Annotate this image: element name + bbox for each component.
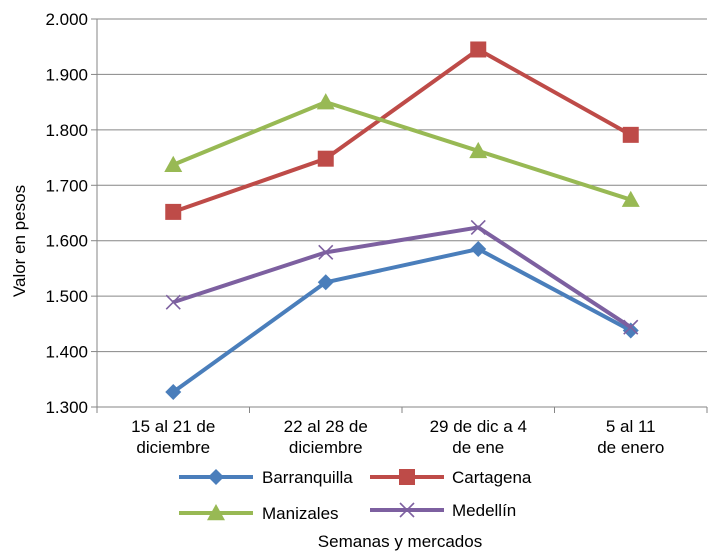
gridlines: [97, 18, 707, 408]
legend-marker: [399, 469, 415, 485]
data-point-manizales: [621, 190, 640, 207]
legend-label: Barranquilla: [262, 468, 353, 487]
x-marker-stroke: [399, 502, 415, 518]
legend-marker: [208, 469, 224, 485]
data-point-medell-n: [470, 219, 486, 235]
series-line-medell-n: [172, 225, 632, 329]
series-line-barranquilla: [172, 247, 632, 394]
legend-label: Manizales: [262, 504, 339, 523]
x-marker-stroke: [623, 319, 639, 335]
y-tick-label: 1.600: [45, 232, 88, 251]
series-line-manizales: [172, 100, 632, 202]
legend-item-cartagena: Cartagena: [370, 468, 532, 487]
x-tick-label: 29 de dic a 4 de ene: [430, 417, 527, 457]
x-tick-label: 22 al 28 de diciembre: [284, 417, 368, 457]
data-point-cartagena: [165, 203, 182, 220]
y-tick-labels: 1.300 1.400 1.500 1.600 1.700 1.800 1.900 2.000: [45, 10, 88, 417]
x-tick-label: 5 al 11 de enero: [597, 417, 664, 457]
y-tick-label: 1.700: [45, 176, 88, 195]
y-axis-label: Valor en pesos: [10, 185, 29, 297]
data-point-medell-n: [318, 244, 334, 260]
x-marker-stroke: [165, 294, 181, 310]
data-point-medell-n: [165, 294, 181, 310]
y-tick-label: 1.400: [45, 343, 88, 362]
x-tick-labels: 15 al 21 de diciembre 22 al 28 de diciembre…: [131, 417, 664, 457]
x-marker-stroke: [318, 244, 334, 260]
x-tick-label: 15 al 21 de diciembre: [131, 417, 215, 457]
y-tick-label: 1.300: [45, 398, 88, 417]
legend-label: Medellín: [452, 501, 516, 520]
x-marker-stroke: [470, 219, 486, 235]
legend-item-manizales: Manizales: [179, 504, 339, 523]
data-point-manizales: [316, 93, 335, 110]
data-point-medell-n: [623, 319, 639, 335]
y-tick-label: 1.900: [45, 65, 88, 84]
legend-label: Cartagena: [452, 468, 532, 487]
data-point-cartagena: [317, 150, 334, 167]
data-point-manizales: [469, 141, 488, 159]
legend-marker: [207, 504, 225, 521]
data-point-barranquilla: [470, 241, 487, 258]
series-line-cartagena: [172, 47, 632, 214]
axes: [91, 18, 708, 413]
y-tick-label: 1.500: [45, 287, 88, 306]
legend-item-barranquilla: Barranquilla: [179, 468, 353, 487]
legend: Barranquilla Cartagena Manizales Medellín: [179, 468, 532, 523]
data-point-manizales: [164, 155, 183, 172]
data-point-barranquilla: [165, 384, 182, 401]
y-tick-label: 1.800: [45, 121, 88, 140]
data-point-cartagena: [470, 41, 487, 58]
data-point-cartagena: [622, 126, 639, 143]
x-axis-label: Semanas y mercados: [318, 532, 482, 551]
legend-item-medell-n: Medellín: [370, 501, 516, 520]
y-tick-label: 2.000: [45, 10, 88, 29]
series-layer: [164, 41, 640, 401]
data-point-barranquilla: [317, 274, 334, 291]
legend-marker: [399, 502, 415, 518]
